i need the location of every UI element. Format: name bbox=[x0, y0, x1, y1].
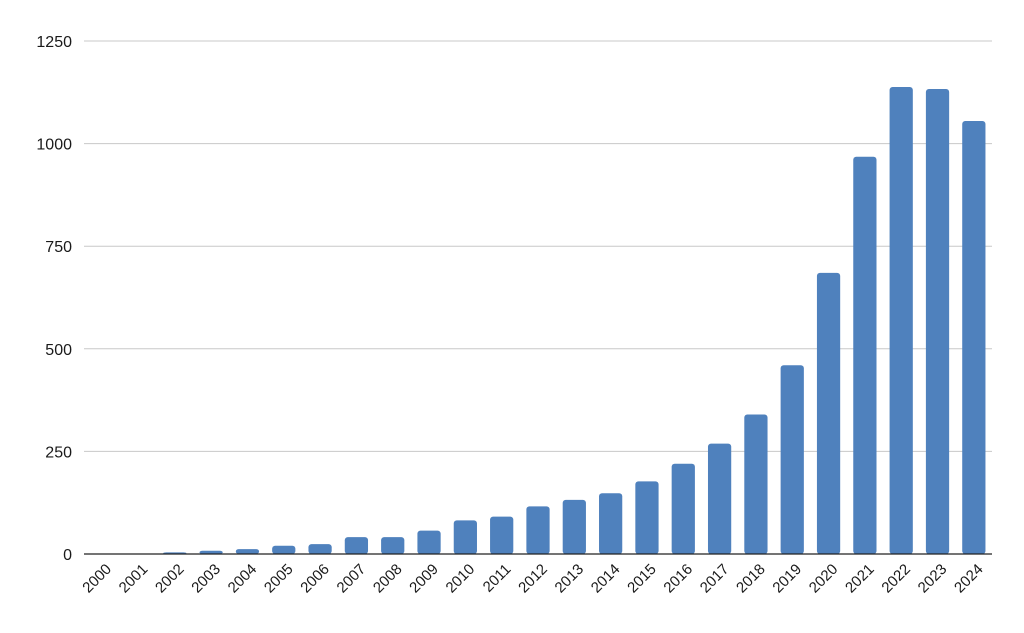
x-tick-label: 2004 bbox=[225, 561, 261, 597]
bar-2006 bbox=[308, 544, 332, 554]
x-tick-label: 2008 bbox=[370, 561, 406, 597]
bar-2016 bbox=[671, 463, 695, 554]
bar-2011 bbox=[490, 516, 514, 554]
bar-2021 bbox=[853, 156, 877, 555]
bars bbox=[163, 86, 986, 555]
x-tick-label: 2000 bbox=[79, 561, 115, 597]
y-tick-label: 1250 bbox=[36, 34, 72, 51]
y-tick-label: 750 bbox=[45, 239, 72, 256]
bar-2003 bbox=[199, 550, 223, 554]
x-tick-label: 2012 bbox=[515, 561, 551, 597]
bar-2020 bbox=[816, 272, 841, 554]
x-tick-label: 2011 bbox=[480, 561, 515, 596]
x-tick-label: 2010 bbox=[443, 561, 479, 597]
bar-2015 bbox=[635, 481, 659, 554]
x-tick-label: 2001 bbox=[116, 561, 152, 597]
x-tick-label: 2017 bbox=[697, 561, 733, 597]
x-tick-label: 2015 bbox=[624, 561, 660, 597]
bar-2012 bbox=[526, 506, 550, 554]
x-axis-ticks: 2000 2001 2002 2003 2004 2005 2006 2007 2008 2009… bbox=[79, 561, 986, 597]
x-tick-label: 2022 bbox=[878, 561, 914, 597]
x-tick-label: 2014 bbox=[588, 561, 624, 597]
bar-2010 bbox=[453, 520, 477, 554]
x-tick-label: 2013 bbox=[552, 561, 588, 597]
x-tick-label: 2023 bbox=[915, 561, 951, 597]
bar-2022 bbox=[889, 86, 913, 555]
x-tick-label: 2003 bbox=[188, 561, 224, 597]
bar-2007 bbox=[344, 537, 369, 554]
y-tick-label: 0 bbox=[63, 547, 72, 564]
x-tick-label: 2019 bbox=[769, 561, 805, 597]
bar-2019 bbox=[780, 365, 804, 554]
x-tick-label: 2021 bbox=[842, 561, 878, 597]
bar-2008 bbox=[381, 537, 405, 554]
y-tick-label: 250 bbox=[45, 444, 72, 461]
bar-2005 bbox=[272, 545, 296, 554]
x-tick-label: 2005 bbox=[261, 561, 297, 597]
bar-2009 bbox=[417, 530, 441, 554]
bar-2024 bbox=[962, 121, 986, 554]
x-tick-label: 2006 bbox=[297, 561, 333, 597]
x-tick-label: 2016 bbox=[660, 561, 696, 597]
x-tick-label: 2018 bbox=[733, 561, 769, 597]
bar-2004 bbox=[235, 549, 260, 554]
x-tick-label: 2020 bbox=[806, 561, 842, 597]
x-tick-label: 2002 bbox=[152, 561, 188, 597]
bar-2013 bbox=[562, 499, 586, 554]
y-tick-label: 1000 bbox=[36, 137, 72, 154]
gridlines bbox=[84, 40, 992, 452]
bar-2023 bbox=[925, 89, 950, 555]
bar-2018 bbox=[744, 414, 768, 554]
bar-2014 bbox=[599, 493, 623, 554]
x-tick-label: 2024 bbox=[951, 561, 987, 597]
x-tick-label: 2009 bbox=[406, 561, 442, 597]
y-axis-ticks: 0 250 500 750 1000 1250 bbox=[36, 34, 72, 564]
y-tick-label: 500 bbox=[45, 342, 72, 359]
bar-2017 bbox=[707, 443, 732, 554]
x-tick-label: 2007 bbox=[334, 561, 370, 597]
